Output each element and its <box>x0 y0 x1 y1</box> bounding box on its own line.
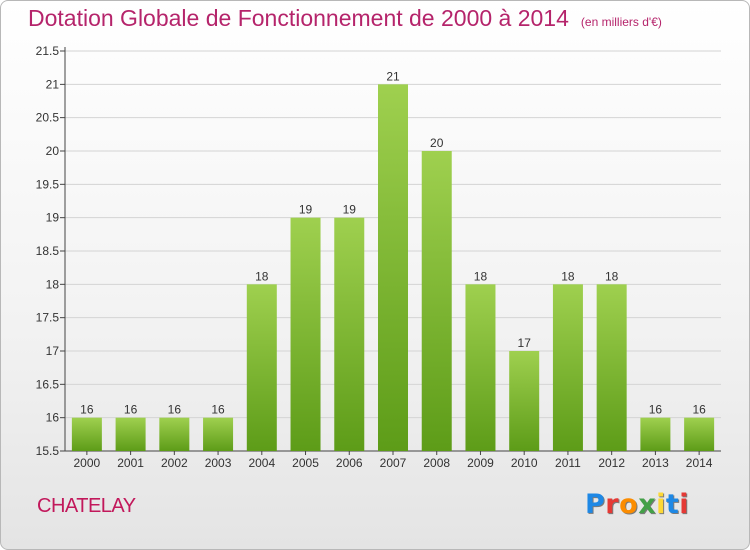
y-tick-label: 20.5 <box>36 111 60 125</box>
bars <box>71 84 715 451</box>
x-tick-label-2008: 2008 <box>423 456 450 470</box>
x-tick-label-2004: 2004 <box>248 456 275 470</box>
x-tick-label-2001: 2001 <box>117 456 144 470</box>
y-tick-label: 18.5 <box>36 244 60 258</box>
value-labels: 16 16 16 16 18 19 19 21 20 18 17 18 18 16 16 <box>80 69 706 416</box>
value-label-2013: 16 <box>649 403 663 417</box>
x-tick-label-2005: 2005 <box>292 456 319 470</box>
value-label-2000: 16 <box>80 403 94 417</box>
value-label-2010: 17 <box>518 336 532 350</box>
value-label-2003: 16 <box>211 403 225 417</box>
logo-letter: t <box>665 489 680 520</box>
chart-unit: (en milliers d'€) <box>580 15 662 29</box>
bar-2013 <box>640 417 671 451</box>
bar-2010 <box>509 351 540 451</box>
bar-2014 <box>684 417 715 451</box>
x-tick-label-2006: 2006 <box>336 456 363 470</box>
y-tick-label: 19 <box>46 211 60 225</box>
value-label-2005: 19 <box>299 203 313 217</box>
y-tick-label: 21.5 <box>36 44 60 58</box>
y-tick-label: 18 <box>46 277 60 291</box>
chart-title: Dotation Globale de Fonctionnement de 20… <box>28 5 662 31</box>
x-tick-label-2014: 2014 <box>686 456 713 470</box>
bar-2009 <box>465 284 496 451</box>
bar-2006 <box>334 217 365 451</box>
x-tick-label-2013: 2013 <box>642 456 669 470</box>
value-label-2014: 16 <box>692 403 706 417</box>
bar-2007 <box>378 84 408 451</box>
x-tick-label-2002: 2002 <box>161 456 188 470</box>
y-tick-label: 16.5 <box>36 377 60 391</box>
value-label-2012: 18 <box>605 269 619 283</box>
bar-2011 <box>552 284 583 451</box>
bar-2012 <box>596 284 627 451</box>
bar-2003 <box>203 417 234 451</box>
x-tick-labels: 2000 2001 2002 2003 2004 2005 2006 2007 2008 2009… <box>74 456 713 470</box>
y-tick-labels: 15.5 16 16.5 17 17.5 18 18.5 19 19.5 20 20.5 21 21.5 <box>36 44 60 458</box>
bar-2008 <box>421 151 452 451</box>
x-tick-label-2010: 2010 <box>511 456 538 470</box>
x-tick-label-2000: 2000 <box>74 456 101 470</box>
x-tick-label-2009: 2009 <box>467 456 494 470</box>
value-label-2006: 19 <box>343 203 357 217</box>
logo-letter: r <box>605 489 620 520</box>
logo-letter: x <box>638 489 657 520</box>
place-name: CHATELAY <box>37 495 136 517</box>
x-tick-label-2012: 2012 <box>598 456 625 470</box>
bar-2004 <box>246 284 277 451</box>
y-tick-label: 17 <box>46 344 60 358</box>
bar-2002 <box>159 417 190 451</box>
bar-2000 <box>71 417 102 451</box>
logo-letter: i <box>656 489 666 520</box>
y-tick-label: 15.5 <box>36 444 60 458</box>
y-tick-label: 20 <box>46 144 60 158</box>
value-label-2001: 16 <box>124 403 138 417</box>
value-label-2008: 20 <box>430 136 444 150</box>
bar-2005 <box>290 217 321 451</box>
y-tick-label: 16 <box>46 411 60 425</box>
value-label-2009: 18 <box>474 269 488 283</box>
value-label-2004: 18 <box>255 269 269 283</box>
value-label-2002: 16 <box>168 403 182 417</box>
logo-letter: o <box>619 489 639 520</box>
y-tick-label: 21 <box>46 77 60 91</box>
logo-letter: i <box>679 489 690 520</box>
x-tick-label-2011: 2011 <box>555 456 581 470</box>
value-label-2007: 21 <box>386 69 400 83</box>
y-tick-label: 19.5 <box>36 177 60 191</box>
value-label-2011: 18 <box>561 269 575 283</box>
logo-letter: P <box>585 489 606 520</box>
bar-2001 <box>115 417 146 451</box>
y-tick-label: 17.5 <box>36 311 60 325</box>
x-tick-label-2003: 2003 <box>205 456 232 470</box>
x-tick-label-2007: 2007 <box>380 456 407 470</box>
proxiti-logo: Proxiti <box>585 489 689 520</box>
